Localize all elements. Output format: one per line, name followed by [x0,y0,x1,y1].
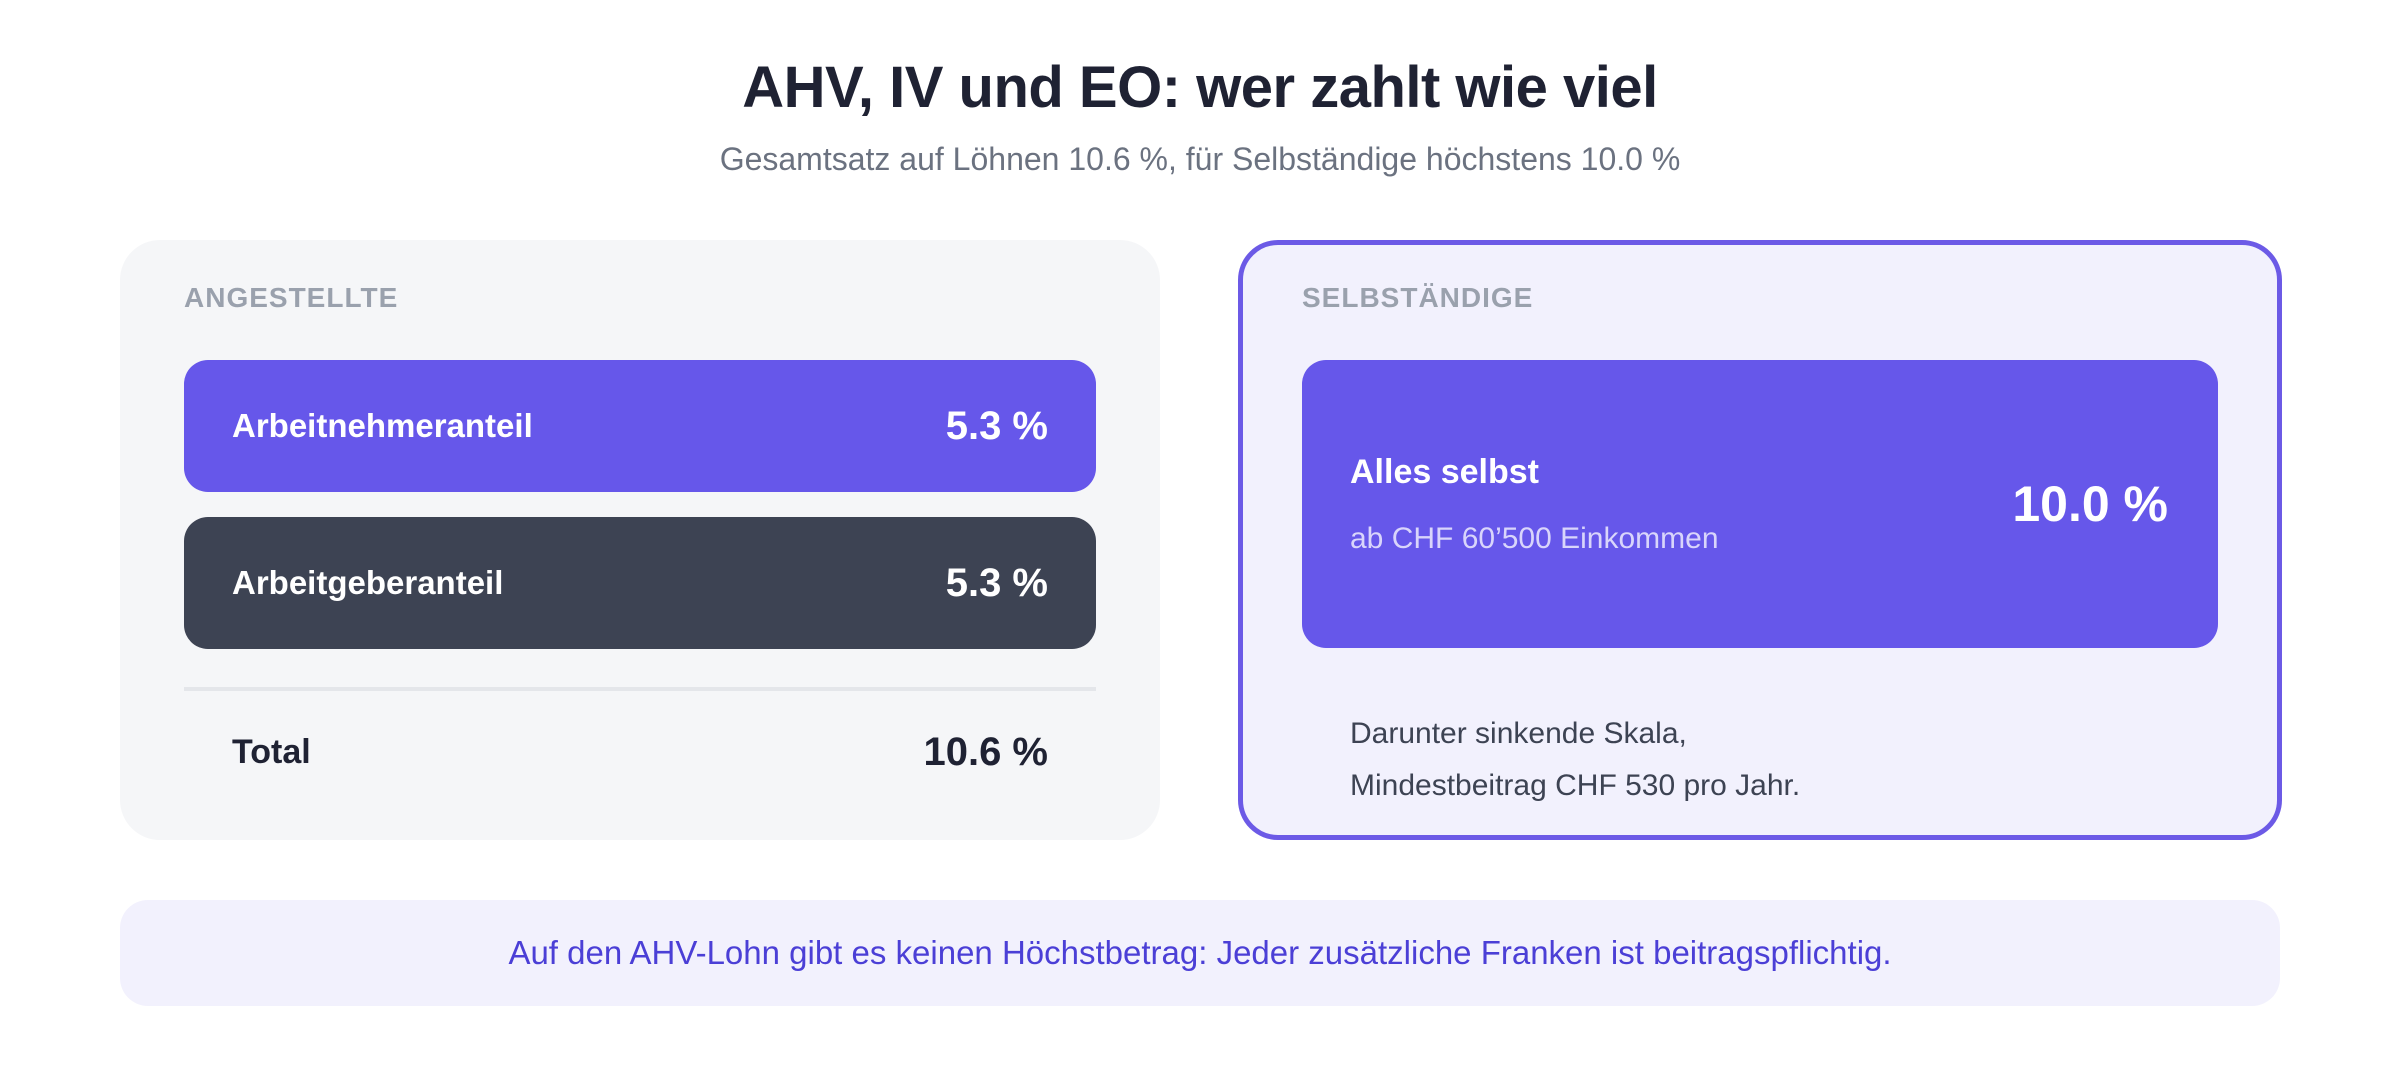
self-employed-note: Darunter sinkende Skala, Mindestbeitrag … [1350,708,1800,812]
self-employed-card: SELBSTÄNDIGE Alles selbst ab CHF 60’500 … [1238,240,2282,840]
self-employed-note-line-1: Darunter sinkende Skala, [1350,717,1687,750]
employer-share-name: Arbeitgeberanteil [232,564,504,601]
employer-share-value: 5.3 % [945,560,1048,605]
total-name: Total [232,733,311,771]
info-banner: Auf den AHV-Lohn gibt es keinen Höchstbe… [120,900,2280,1006]
page-subtitle: Gesamtsatz auf Löhnen 10.6 %, für Selbst… [719,141,1681,177]
employees-card-label: ANGESTELLTE [184,282,399,313]
employee-share-value: 5.3 % [945,403,1048,448]
employees-card: ANGESTELLTE Arbeitnehmeranteil 5.3 % Arb… [120,240,1160,840]
page-title: AHV, IV und EO: wer zahlt wie viel [742,55,1658,120]
total-value: 10.6 % [923,730,1048,774]
self-employed-card-label: SELBSTÄNDIGE [1302,282,1534,313]
self-employed-rate-text: Alles selbst ab CHF 60’500 Einkommen [1350,453,1719,556]
employee-share-row: Arbeitnehmeranteil 5.3 % [184,360,1096,492]
self-employed-rate-threshold: ab CHF 60’500 Einkommen [1350,521,1719,555]
self-employed-note-line-2: Mindestbeitrag CHF 530 pro Jahr. [1350,769,1801,802]
total-row: Total 10.6 % [184,730,1096,775]
employer-share-row: Arbeitgeberanteil 5.3 % [184,517,1096,649]
self-employed-rate-title: Alles selbst [1350,452,1539,491]
self-employed-rate-box: Alles selbst ab CHF 60’500 Einkommen 10.… [1302,360,2218,648]
self-employed-rate-value: 10.0 % [2012,476,2168,532]
total-divider [184,687,1096,691]
employee-share-name: Arbeitnehmeranteil [232,407,533,444]
